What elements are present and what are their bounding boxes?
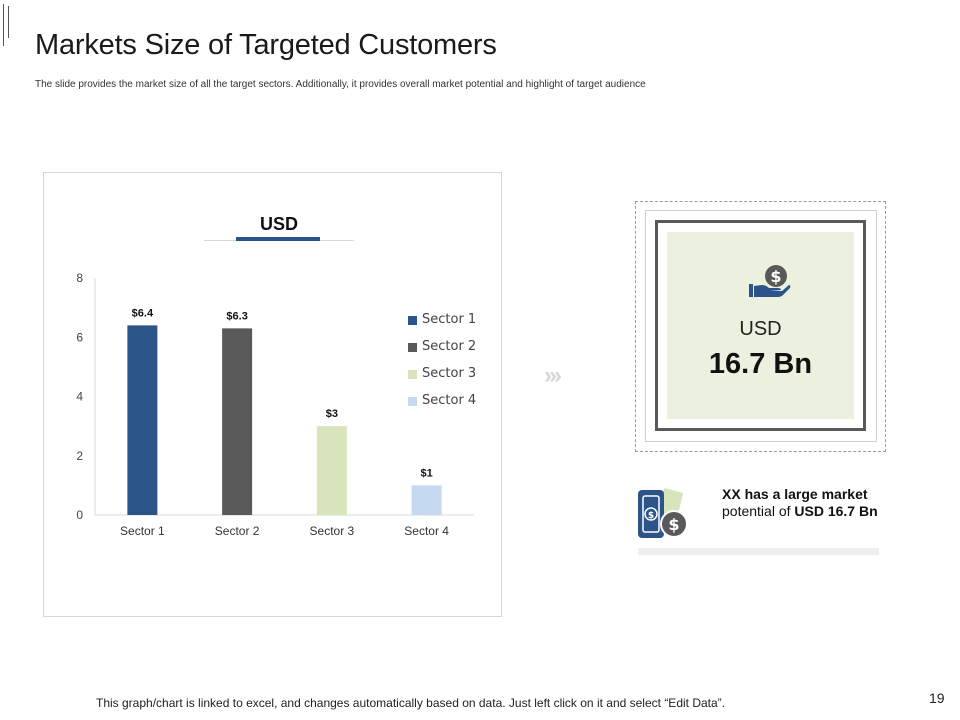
footer-note: This graph/chart is linked to excel, and… (96, 696, 725, 710)
summary-border (655, 220, 866, 431)
slide-title: Markets Size of Targeted Customers (35, 29, 497, 61)
legend-swatch (408, 397, 417, 406)
money-hand-icon: $ (749, 265, 791, 297)
summary-card (667, 232, 854, 419)
y-tick-label: 0 (76, 508, 83, 522)
y-tick-label: 6 (76, 330, 83, 344)
legend-label: Sector 1 (422, 312, 477, 327)
market-potential-note: XX has a large market potential of USD 1… (722, 486, 882, 520)
y-tick-label: 8 (76, 271, 83, 285)
note-bold-value: USD 16.7 Bn (794, 503, 878, 519)
bar (316, 426, 347, 515)
page-number: 19 (929, 690, 945, 706)
x-tick-label: Sector 1 (120, 524, 165, 538)
slide-subtitle: The slide provides the market size of al… (35, 79, 646, 90)
note-underline-bar (638, 548, 879, 555)
svg-text:$: $ (648, 511, 654, 521)
legend-label: Sector 3 (422, 366, 477, 381)
note-middle: potential of (722, 503, 791, 519)
summary-inner-frame (645, 210, 877, 442)
bar (222, 328, 253, 515)
summary-value: 16.7 Bn (708, 348, 813, 380)
summary-currency-label: USD (739, 318, 782, 340)
legend-swatch (408, 370, 417, 379)
summary-outer-frame (635, 201, 886, 452)
svg-text:$: $ (770, 267, 781, 286)
money-bills-coins-icon: $ $ (638, 488, 688, 538)
bar (127, 325, 158, 515)
note-lead: XX has a large (722, 486, 818, 502)
legend-swatch (408, 316, 417, 325)
x-tick-label: Sector 3 (310, 524, 355, 538)
svg-text:$: $ (668, 515, 679, 534)
chart-title: USD (259, 214, 298, 234)
y-tick-label: 2 (76, 449, 83, 463)
x-tick-label: Sector 4 (404, 524, 449, 538)
legend-swatch (408, 343, 417, 352)
chart-title-accent-bar (236, 237, 320, 241)
legend-label: Sector 2 (422, 339, 477, 354)
chart-title-block: USD (204, 214, 354, 244)
bar (411, 485, 442, 515)
data-label: $3 (326, 408, 338, 420)
chart-frame[interactable] (43, 172, 502, 617)
chevron-right-icon: ››› (544, 362, 562, 389)
legend-label: Sector 4 (422, 393, 477, 408)
data-label: $1 (421, 467, 433, 479)
note-bold-word: market (821, 486, 868, 502)
data-label: $6.3 (226, 310, 247, 322)
accent-lines (3, 4, 11, 46)
y-tick-label: 4 (76, 390, 83, 404)
data-label: $6.4 (132, 307, 154, 319)
x-tick-label: Sector 2 (215, 524, 260, 538)
